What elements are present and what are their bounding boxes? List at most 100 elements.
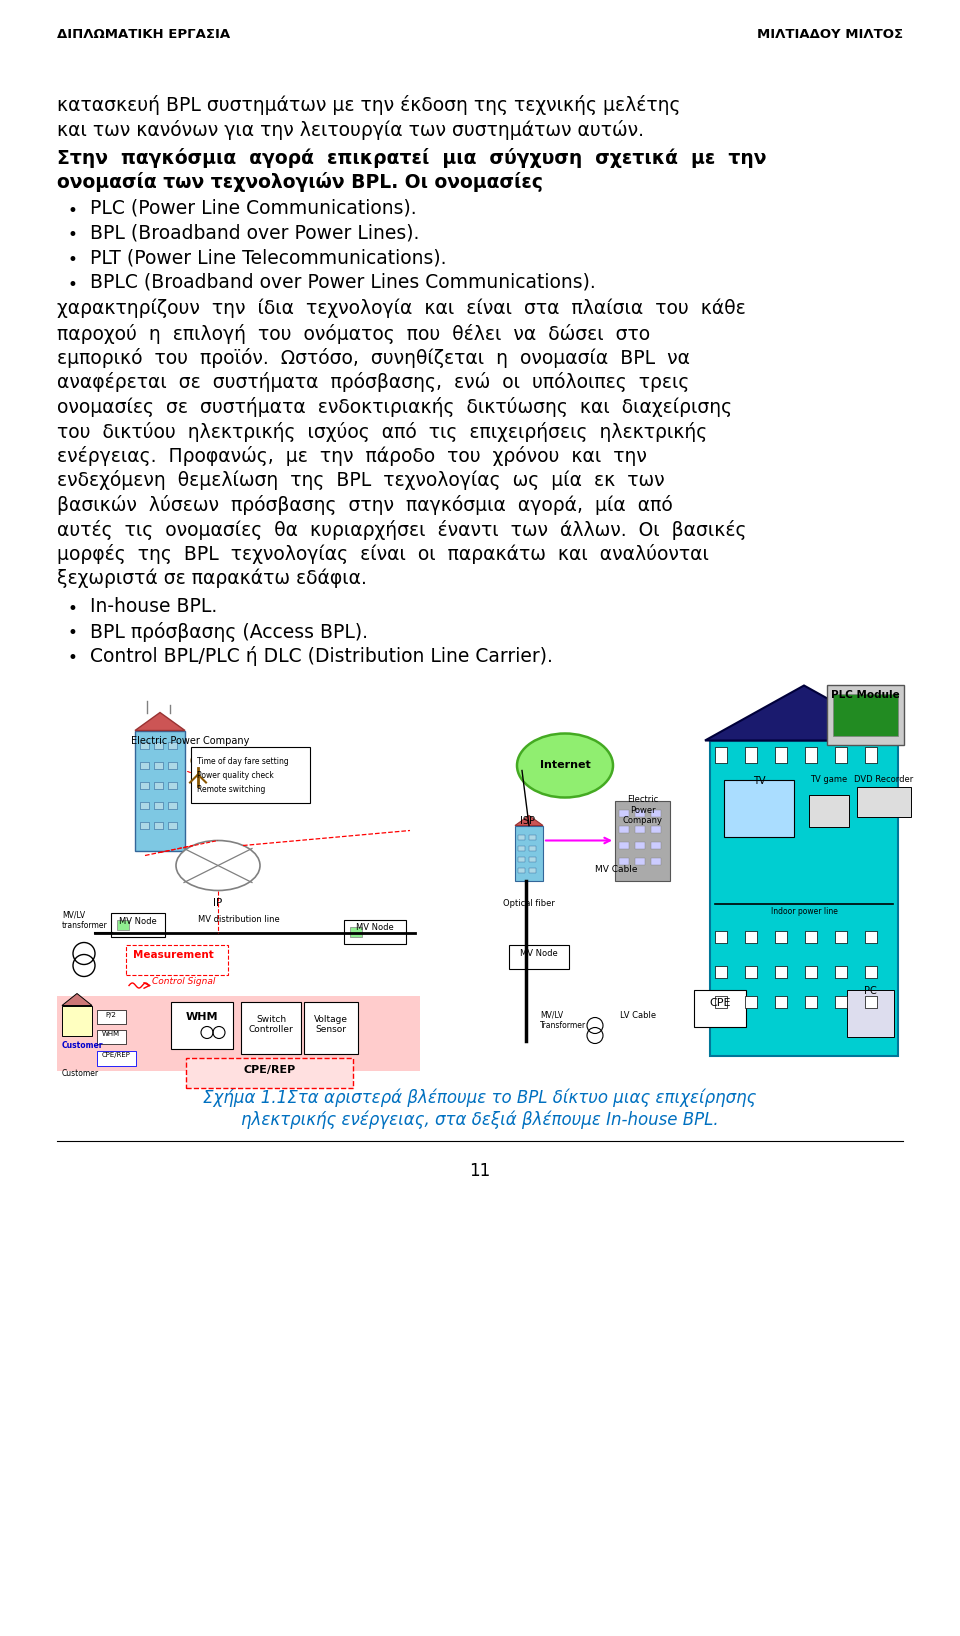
Text: Στην  παγκόσμια  αγορά  επικρατεί  μια  σύγχυση  σχετικά  με  την: Στην παγκόσμια αγορά επικρατεί μια σύγχυ… [57, 147, 766, 169]
Text: MV Node: MV Node [520, 949, 558, 959]
FancyBboxPatch shape [809, 795, 849, 826]
FancyBboxPatch shape [518, 846, 525, 851]
FancyBboxPatch shape [62, 1006, 92, 1036]
Text: Power quality check: Power quality check [197, 771, 274, 779]
Text: •: • [67, 600, 77, 618]
FancyBboxPatch shape [117, 919, 129, 929]
Text: CPE/REP: CPE/REP [102, 1052, 131, 1058]
FancyBboxPatch shape [191, 746, 310, 803]
FancyBboxPatch shape [865, 996, 877, 1008]
FancyBboxPatch shape [651, 857, 661, 864]
Text: BPL πρόσβασης (Access BPL).: BPL πρόσβασης (Access BPL). [90, 622, 368, 641]
FancyBboxPatch shape [154, 782, 163, 789]
FancyBboxPatch shape [857, 787, 911, 816]
Text: Internet: Internet [540, 761, 590, 771]
Text: και των κανόνων για την λειτουργία των συστημάτων αυτών.: και των κανόνων για την λειτουργία των σ… [57, 119, 644, 139]
FancyBboxPatch shape [835, 931, 847, 944]
FancyBboxPatch shape [304, 1001, 358, 1054]
FancyBboxPatch shape [775, 746, 787, 762]
FancyBboxPatch shape [140, 761, 149, 769]
FancyBboxPatch shape [619, 857, 629, 864]
FancyBboxPatch shape [529, 857, 536, 862]
Text: •: • [67, 226, 77, 244]
FancyBboxPatch shape [651, 810, 661, 816]
Text: LV Cable: LV Cable [620, 1011, 656, 1019]
FancyBboxPatch shape [775, 931, 787, 944]
Text: PLC (Power Line Communications).: PLC (Power Line Communications). [90, 200, 417, 218]
FancyBboxPatch shape [847, 990, 894, 1037]
Polygon shape [705, 685, 903, 741]
FancyBboxPatch shape [715, 746, 727, 762]
Text: Time of day fare setting: Time of day fare setting [197, 756, 289, 766]
FancyBboxPatch shape [619, 841, 629, 849]
FancyBboxPatch shape [745, 967, 757, 978]
Text: Control Signal: Control Signal [152, 977, 215, 987]
FancyBboxPatch shape [715, 967, 727, 978]
Text: Remote switching: Remote switching [197, 785, 265, 793]
FancyBboxPatch shape [140, 741, 149, 749]
FancyBboxPatch shape [835, 746, 847, 762]
FancyBboxPatch shape [615, 800, 670, 880]
FancyBboxPatch shape [805, 996, 817, 1008]
Text: CPE/REP: CPE/REP [244, 1065, 296, 1075]
Text: CPE: CPE [709, 998, 731, 1008]
FancyBboxPatch shape [745, 931, 757, 944]
FancyBboxPatch shape [805, 931, 817, 944]
Text: •: • [67, 201, 77, 219]
Text: αναφέρεται  σε  συστήματα  πρόσβασης,  ενώ  οι  υπόλοιπες  τρεις: αναφέρεται σε συστήματα πρόσβασης, ενώ ο… [57, 373, 689, 393]
FancyBboxPatch shape [805, 746, 817, 762]
Text: MV Cable: MV Cable [595, 865, 637, 875]
Text: BPL (Broadband over Power Lines).: BPL (Broadband over Power Lines). [90, 224, 420, 242]
Circle shape [191, 754, 205, 767]
Text: WHM: WHM [102, 1032, 120, 1037]
FancyBboxPatch shape [745, 746, 757, 762]
FancyBboxPatch shape [140, 782, 149, 789]
FancyBboxPatch shape [518, 857, 525, 862]
Text: ηλεκτρικής ενέργειας, στα δεξιά βλέπουμε In-house BPL.: ηλεκτρικής ενέργειας, στα δεξιά βλέπουμε… [241, 1111, 719, 1129]
Text: ΔΙΠΛΩΜΑΤΙΚΗ ΕΡΓΑΣΙΑ: ΔΙΠΛΩΜΑΤΙΚΗ ΕΡΓΑΣΙΑ [57, 28, 230, 41]
Text: •: • [67, 275, 77, 293]
FancyBboxPatch shape [635, 826, 645, 833]
FancyBboxPatch shape [168, 741, 177, 749]
Text: ονομασίες  σε  συστήματα  ενδοκτιριακής  δικτύωσης  και  διαχείρισης: ονομασίες σε συστήματα ενδοκτιριακής δικ… [57, 398, 732, 417]
Text: χαρακτηρίζουν  την  ίδια  τεχνολογία  και  είναι  στα  πλαίσια  του  κάθε: χαρακτηρίζουν την ίδια τεχνολογία και εί… [57, 299, 746, 319]
FancyBboxPatch shape [715, 996, 727, 1008]
Text: •: • [67, 625, 77, 643]
FancyBboxPatch shape [715, 931, 727, 944]
Text: Indoor power line: Indoor power line [771, 908, 837, 916]
FancyBboxPatch shape [186, 1057, 353, 1088]
FancyBboxPatch shape [97, 1031, 126, 1044]
Text: IP: IP [213, 898, 223, 908]
FancyBboxPatch shape [168, 802, 177, 808]
FancyBboxPatch shape [509, 944, 569, 969]
Text: Electric
Power
Company: Electric Power Company [622, 795, 662, 825]
FancyBboxPatch shape [724, 779, 794, 836]
FancyBboxPatch shape [635, 841, 645, 849]
FancyBboxPatch shape [154, 761, 163, 769]
FancyBboxPatch shape [745, 996, 757, 1008]
Text: MV Node: MV Node [119, 916, 156, 926]
Text: βασικών  λύσεων  πρόσβασης  στην  παγκόσμια  αγορά,  μία  από: βασικών λύσεων πρόσβασης στην παγκόσμια … [57, 496, 673, 515]
FancyBboxPatch shape [97, 1050, 135, 1067]
Polygon shape [62, 993, 92, 1006]
FancyBboxPatch shape [529, 846, 536, 851]
Text: •: • [67, 250, 77, 268]
Text: PC: PC [864, 985, 876, 995]
Polygon shape [135, 713, 185, 731]
Text: Control BPL/PLC ή DLC (Distribution Line Carrier).: Control BPL/PLC ή DLC (Distribution Line… [90, 646, 553, 666]
FancyBboxPatch shape [168, 821, 177, 828]
Text: ISP: ISP [520, 815, 535, 826]
FancyBboxPatch shape [140, 821, 149, 828]
FancyBboxPatch shape [171, 1001, 233, 1049]
FancyBboxPatch shape [865, 746, 877, 762]
FancyBboxPatch shape [619, 810, 629, 816]
Text: TV game: TV game [810, 775, 848, 785]
Polygon shape [515, 815, 543, 826]
Text: ξεχωριστά σε παρακάτω εδάφια.: ξεχωριστά σε παρακάτω εδάφια. [57, 568, 367, 587]
FancyBboxPatch shape [154, 802, 163, 808]
Text: Electric Power Company: Electric Power Company [131, 736, 250, 746]
Text: MV Node: MV Node [356, 923, 394, 933]
Text: ενδεχόμενη  θεμελίωση  της  BPL  τεχνολογίας  ως  μία  εκ  των: ενδεχόμενη θεμελίωση της BPL τεχνολογίας… [57, 471, 664, 491]
FancyBboxPatch shape [865, 967, 877, 978]
FancyBboxPatch shape [126, 944, 228, 975]
